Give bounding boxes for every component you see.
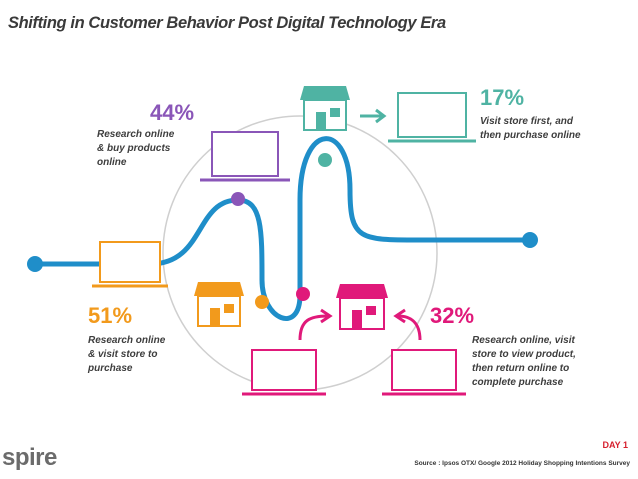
spire-logo: spire [0,444,64,472]
orange-line1: Research online [88,335,166,346]
orange-dot [255,295,269,309]
teal-line1: Visit store first, and [480,116,574,127]
purple-line1: Research online [97,129,175,140]
orange-line3: purchase [87,363,133,374]
laptop-icon-pink-left [242,349,326,396]
store-icon-pink [336,284,388,330]
store-icon-orange [194,282,244,327]
arrow-icon-pink-right-head [393,308,406,324]
logo-word: spire [2,444,57,471]
orange-line2: & visit store to [88,349,157,360]
pink-line4: complete purchase [472,377,564,388]
source-citation: Source : Ipsos OTX/ Google 2012 Holiday … [414,460,630,467]
arrow-icon-pink-left-head [320,308,333,324]
laptop-icon-teal [388,92,476,143]
laptop-icon-pink-right [382,349,466,396]
purple-line3: online [97,157,127,168]
pink-percent: 32% [430,303,474,328]
arrow-icon-teal [360,108,387,124]
flow-line [32,136,533,321]
teal-line2: then purchase online [480,130,581,141]
pink-dot [296,287,310,301]
arrow-icon-pink-left [298,314,329,341]
purple-percent: 44% [150,100,194,125]
pink-line2: store to view product, [472,349,576,360]
teal-percent: 17% [480,85,524,110]
page-title: Shifting in Customer Behavior Post Digit… [8,14,446,32]
purple-dot [231,192,245,206]
day-label: DAY 1 [602,440,628,450]
flow-end-dot [522,232,538,248]
laptop-icon-purple [200,131,290,182]
laptop-icon-orange [92,241,168,288]
orange-percent: 51% [88,303,132,328]
arrow-icon-pink-right [397,314,422,341]
store-icon-teal [300,86,350,131]
pink-line3: then return online to [472,363,569,374]
pink-line1: Research online, visit [472,335,575,346]
flow-start-dot [27,256,43,272]
purple-line2: & buy products [97,143,171,154]
teal-dot [318,153,332,167]
